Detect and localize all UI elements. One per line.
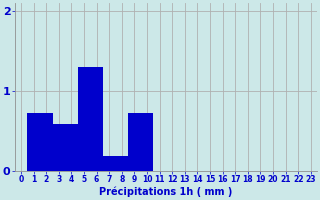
Bar [90,67,103,171]
Bar [116,156,128,171]
Bar [128,113,141,171]
X-axis label: Précipitations 1h ( mm ): Précipitations 1h ( mm ) [99,187,233,197]
Bar [52,124,65,171]
Bar [141,113,153,171]
Bar [103,156,116,171]
Bar [78,67,90,171]
Bar [27,113,40,171]
Bar [65,124,78,171]
Bar [40,113,52,171]
